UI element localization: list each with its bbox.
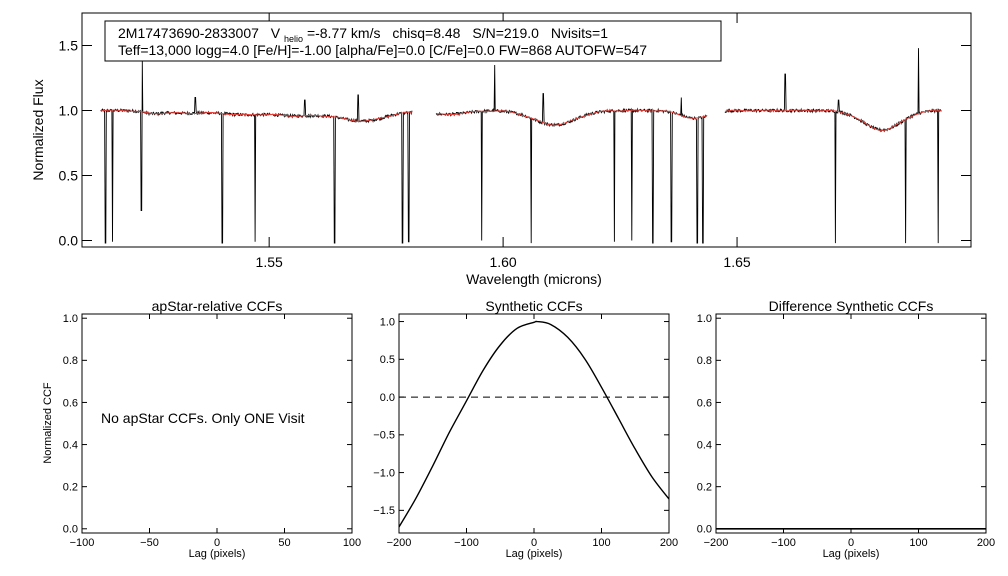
x-tick-label: 100 <box>909 537 927 549</box>
x-tick-label: 200 <box>977 537 995 549</box>
y-tick-label: 1.0 <box>59 102 79 118</box>
difference-ccf-title: Difference Synthetic CCFs <box>769 298 934 314</box>
synthetic-ccf-panel: Synthetic CCFs −200 −100 0 100 200 −1.5 −1.0 −0… <box>373 298 678 560</box>
y-tick-label: 0.5 <box>380 354 395 366</box>
x-tick-label: 0 <box>214 537 220 549</box>
vhelio-value: =-8.77 km/s <box>307 25 381 41</box>
apstar-ccf-xlabel: Lag (pixels) <box>189 548 246 560</box>
y-tick-label: 0.8 <box>697 355 712 367</box>
x-tick-label: 100 <box>592 537 610 549</box>
x-tick-label: 1.65 <box>723 254 750 270</box>
y-tick-label: 0.4 <box>697 439 712 451</box>
y-tick-label: 0.2 <box>697 482 712 494</box>
x-tick-label: −200 <box>704 537 729 549</box>
y-tick-label: 1.0 <box>63 313 78 325</box>
y-tick-label: 0.6 <box>63 397 78 409</box>
y-tick-label: 0.2 <box>63 482 78 494</box>
spectrum-frame <box>81 12 972 248</box>
x-tick-label: 1.55 <box>256 254 283 270</box>
y-tick-label: 1.5 <box>59 37 79 53</box>
y-tick-label: −1.5 <box>373 505 395 517</box>
synthetic-ccf-frame <box>398 313 670 534</box>
difference-ccf-axis-ticks: −200 −100 0 100 200 0.0 0.2 0.4 0.6 0.8 1.0 <box>697 313 995 549</box>
x-tick-label: 1.60 <box>489 254 516 270</box>
synthetic-ccf-curve <box>398 320 670 528</box>
x-tick-label: −100 <box>70 537 95 549</box>
x-tick-label: −100 <box>771 537 796 549</box>
y-tick-label: −1.0 <box>373 467 395 479</box>
synthetic-ccf-axis-ticks: −200 −100 0 100 200 −1.5 −1.0 −0.5 0.0 0.5 1.0 <box>373 314 678 549</box>
observed-spectrum-line <box>100 48 942 244</box>
x-tick-label: 100 <box>343 537 361 549</box>
spectrum-axis-ticks: 1.55 1.60 1.65 0.0 0.5 1.0 1.5 <box>59 13 971 270</box>
nvisits-value: Nvisits=1 <box>551 25 608 41</box>
y-tick-label: 0.0 <box>380 392 395 404</box>
x-tick-label: −200 <box>387 537 412 549</box>
difference-ccf-xlabel: Lag (pixels) <box>823 548 880 560</box>
info-line-1: 2M17473690-2833007 V helio =-8.77 km/s c… <box>118 25 608 45</box>
y-tick-label: 0.0 <box>697 524 712 536</box>
y-tick-label: 1.0 <box>697 313 712 325</box>
synthetic-ccf-title: Synthetic CCFs <box>485 298 582 314</box>
y-tick-label: 0.0 <box>59 232 79 248</box>
apstar-ccf-title: apStar-relative CCFs <box>152 298 283 314</box>
x-tick-label: 200 <box>660 537 678 549</box>
difference-ccf-frame <box>715 313 987 534</box>
vhelio-symbol: V <box>271 25 281 41</box>
y-tick-label: 0.8 <box>63 355 78 367</box>
x-tick-label: 0 <box>848 537 854 549</box>
y-tick-label: 0.6 <box>697 397 712 409</box>
y-tick-label: 0.4 <box>63 439 78 451</box>
spectrum-panel: 1.55 1.60 1.65 0.0 0.5 1.0 1.5 2M17473690-2833… <box>30 12 972 287</box>
synthetic-ccf-xlabel: Lag (pixels) <box>506 548 563 560</box>
x-tick-label: 0 <box>531 537 537 549</box>
x-tick-label: 50 <box>278 537 290 549</box>
spectrum-plot-area <box>100 48 942 244</box>
info-line-2: Teff=13,000 logg=4.0 [Fe/H]=-1.00 [alpha… <box>118 42 647 58</box>
info-box-frame <box>104 20 722 62</box>
y-tick-label: 0.5 <box>59 167 79 183</box>
spectrum-info-box: 2M17473690-2833007 V helio =-8.77 km/s c… <box>104 20 722 62</box>
x-tick-label: −50 <box>140 537 159 549</box>
apstar-ccf-panel: apStar-relative CCFs −100 −50 0 50 100 0.0 0.2… <box>42 298 361 560</box>
x-tick-label: −100 <box>454 537 479 549</box>
vhelio-subscript: helio <box>284 34 303 44</box>
difference-ccf-panel: Difference Synthetic CCFs −200 −100 0 100 20… <box>697 298 995 560</box>
chisq-value: chisq=8.48 <box>392 25 460 41</box>
star-id: 2M17473690-2833007 <box>118 25 259 41</box>
y-tick-label: −0.5 <box>373 430 395 442</box>
apstar-ccf-axis-ticks: −100 −50 0 50 100 0.0 0.2 0.4 0.6 0.8 1.0 <box>63 313 361 549</box>
model-spectrum-line <box>100 109 942 131</box>
y-tick-label: 1.0 <box>380 316 395 328</box>
spectrum-xlabel: Wavelength (microns) <box>466 271 602 287</box>
apstar-ccf-ylabel: Normalized CCF <box>42 382 54 464</box>
sn-value: S/N=219.0 <box>472 25 539 41</box>
spectrum-ylabel: Normalized Flux <box>30 79 46 180</box>
y-tick-label: 0.0 <box>63 524 78 536</box>
no-ccf-message: No apStar CCFs. Only ONE Visit <box>101 410 305 426</box>
